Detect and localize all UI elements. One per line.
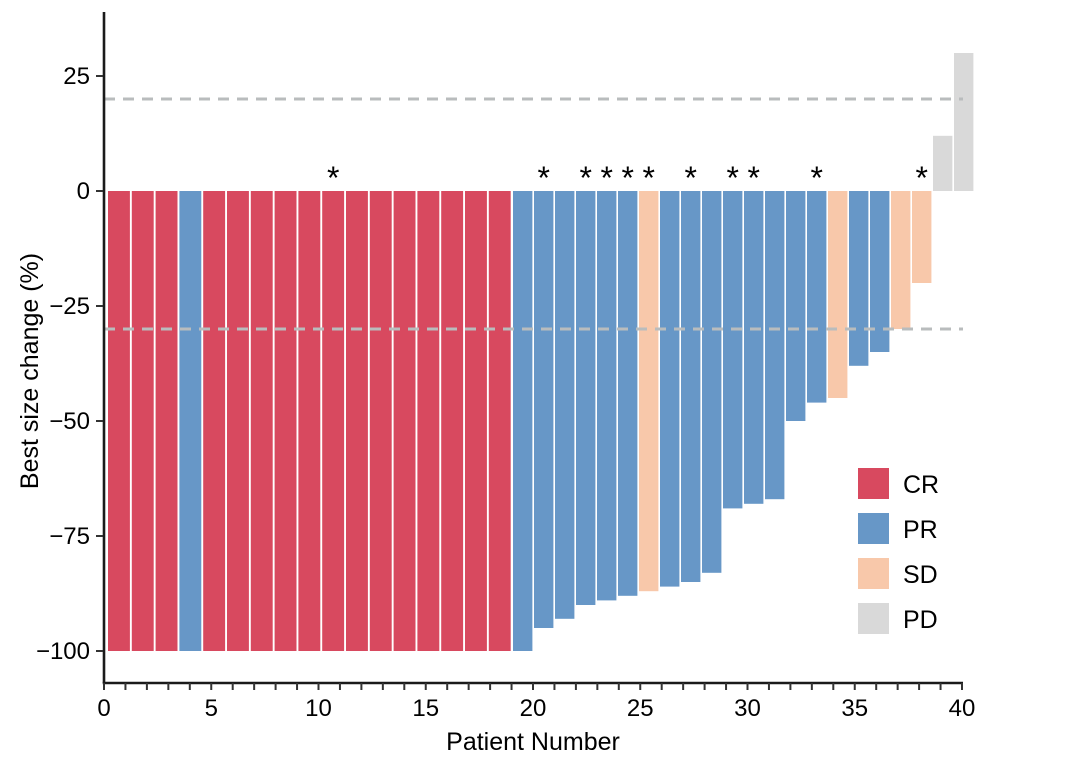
asterisk-marker-patient-37: * (915, 160, 927, 196)
bar-patient-6-cr (227, 191, 249, 651)
bar-patient-30-pr (765, 191, 785, 500)
bar-patient-15-cr (441, 191, 464, 651)
legend-swatch-pr (858, 513, 889, 544)
bar-patient-37-sd (912, 191, 932, 283)
legend-swatch-cr (858, 468, 889, 499)
x-tick-label-40: 40 (949, 695, 976, 722)
bar-patient-17-cr (488, 191, 511, 651)
bar-patient-26-pr (681, 191, 701, 582)
bar-patient-8-cr (274, 191, 297, 651)
bar-patient-34-pr (849, 191, 869, 366)
bar-patient-22-pr (597, 191, 617, 601)
legend-label-cr: CR (903, 471, 939, 499)
bar-patient-32-pr (807, 191, 827, 403)
x-tick-label-30: 30 (734, 695, 761, 722)
bar-patient-13-cr (393, 191, 416, 651)
asterisk-marker-patient-22: * (600, 160, 612, 196)
legend-swatch-pd (858, 603, 889, 634)
legend-label-sd: SD (903, 561, 938, 589)
bar-patient-28-pr (723, 191, 743, 509)
y-tick-label--75: −75 (49, 523, 90, 550)
bar-patient-25-pr (660, 191, 680, 587)
asterisk-marker-patient-29: * (747, 160, 759, 196)
bar-patient-36-sd (891, 191, 911, 329)
bar-patient-35-pr (870, 191, 890, 352)
bar-patient-24-sd (639, 191, 659, 592)
asterisk-marker-patient-24: * (642, 160, 654, 196)
asterisk-marker-patient-26: * (684, 160, 696, 196)
asterisk-marker-patient-23: * (621, 160, 633, 196)
bar-patient-7-cr (250, 191, 273, 651)
x-tick-label-20: 20 (520, 695, 547, 722)
bar-patient-27-pr (702, 191, 722, 573)
asterisk-marker-patient-10: * (327, 160, 339, 196)
asterisk-marker-patient-28: * (726, 160, 738, 196)
bar-patient-33-sd (828, 191, 848, 398)
bar-patient-10-cr (322, 191, 345, 651)
asterisk-marker-patient-21: * (579, 160, 591, 196)
asterisk-marker-patient-19: * (537, 160, 549, 196)
bar-patient-2-cr (131, 191, 154, 651)
legend-label-pd: PD (903, 606, 938, 634)
x-tick-label-0: 0 (97, 695, 110, 722)
bar-patient-1-cr (108, 191, 130, 651)
x-tick-label-15: 15 (412, 695, 439, 722)
bar-patient-23-pr (618, 191, 638, 596)
bar-patient-5-cr (203, 191, 226, 651)
bar-patient-29-pr (744, 191, 764, 504)
bar-patient-14-cr (417, 191, 440, 651)
bar-patient-12-cr (369, 191, 392, 651)
bar-patient-11-cr (346, 191, 368, 651)
bar-patient-18-pr (513, 191, 533, 651)
x-tick-label-25: 25 (627, 695, 654, 722)
bar-patient-3-cr (155, 191, 178, 651)
bar-patient-9-cr (298, 191, 321, 651)
bar-patient-21-pr (576, 191, 596, 605)
y-tick-label--50: −50 (49, 408, 90, 435)
y-axis-title: Best size change (%) (16, 253, 44, 489)
asterisk-marker-patient-32: * (810, 160, 822, 196)
bar-patient-4-pr (179, 191, 202, 651)
y-tick-label-0: 0 (77, 178, 90, 205)
y-tick-label-25: 25 (63, 63, 90, 90)
bar-patient-38-pd (933, 135, 953, 191)
x-axis-title: Patient Number (446, 728, 620, 756)
legend-label-pr: PR (903, 516, 938, 544)
x-tick-label-10: 10 (305, 695, 332, 722)
legend-swatch-sd (858, 558, 889, 589)
x-tick-label-5: 5 (205, 695, 218, 722)
bar-patient-20-pr (555, 191, 575, 619)
x-tick-label-35: 35 (841, 695, 868, 722)
bar-patient-19-pr (534, 191, 554, 628)
bar-patient-39-pd (954, 53, 974, 191)
y-tick-label--25: −25 (49, 293, 90, 320)
bar-patient-16-cr (465, 191, 487, 651)
y-tick-label--100: −100 (36, 638, 90, 665)
bar-patient-31-pr (786, 191, 806, 421)
